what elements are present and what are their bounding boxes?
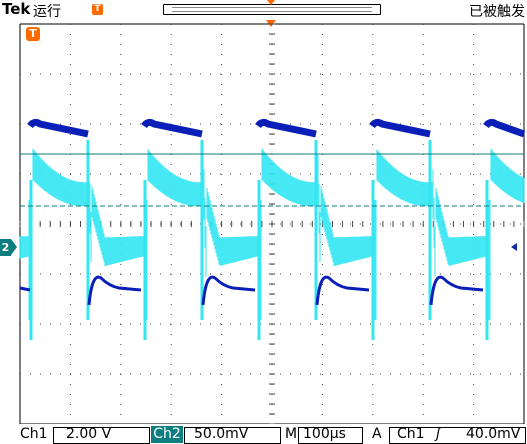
- ch1-pulse-low: [19, 286, 31, 292]
- timebase-label: M: [285, 426, 298, 442]
- status-bar: Tek 运行 T 已被触发: [0, 0, 527, 20]
- trigger-slope-icon: ʃ: [436, 426, 441, 442]
- ch1-waveform: [19, 118, 526, 306]
- readout-bar: Ch1 2.00 V Ch2 50.0mV M 100μs A Ch1 ʃ 40…: [0, 424, 527, 444]
- ch2-trace: [19, 148, 525, 320]
- ch2-marker-arrow-icon: [11, 239, 17, 255]
- ch1-pulse-low: [429, 275, 484, 306]
- waveform-display: [19, 23, 526, 424]
- ch1-pulse-high: [27, 118, 89, 138]
- ch1-pulse-low: [87, 275, 142, 306]
- ch1-pulse-low: [315, 275, 370, 306]
- record-trigger-marker-icon: [267, 0, 275, 5]
- record-view-window: [172, 7, 372, 12]
- ch2-waveform: [19, 140, 525, 340]
- ch1-pulse-low: [201, 275, 256, 306]
- trigger-marker-icon[interactable]: T: [26, 27, 40, 41]
- ch2-marker-label: 2: [0, 239, 11, 256]
- record-length-bar: [163, 0, 381, 15]
- trigger-status: 已被触发: [469, 4, 525, 20]
- ch1-pulse-high: [255, 118, 317, 138]
- timebase-value: 100μs: [303, 426, 346, 442]
- brand-logo: Tek: [2, 0, 31, 18]
- run-status: 运行: [33, 4, 61, 20]
- ch1-pulse-high: [483, 118, 526, 138]
- trigger-mode: A: [372, 426, 382, 442]
- trigger-source: Ch1: [397, 426, 425, 442]
- ch1-pulse-high: [141, 118, 203, 138]
- ch1-scale: 2.00 V: [66, 426, 112, 442]
- ch2-scale: 50.0mV: [194, 426, 249, 442]
- ch2-ground-marker[interactable]: 2: [0, 239, 18, 256]
- ch1-label: Ch1: [20, 426, 48, 442]
- trigger-level-arrow-icon[interactable]: [511, 243, 517, 251]
- trigger-position-icon: T: [92, 4, 103, 15]
- ch1-pulse-high: [369, 118, 431, 138]
- ch2-label: Ch2: [151, 426, 183, 443]
- trigger-level: 40.0mV: [466, 426, 521, 442]
